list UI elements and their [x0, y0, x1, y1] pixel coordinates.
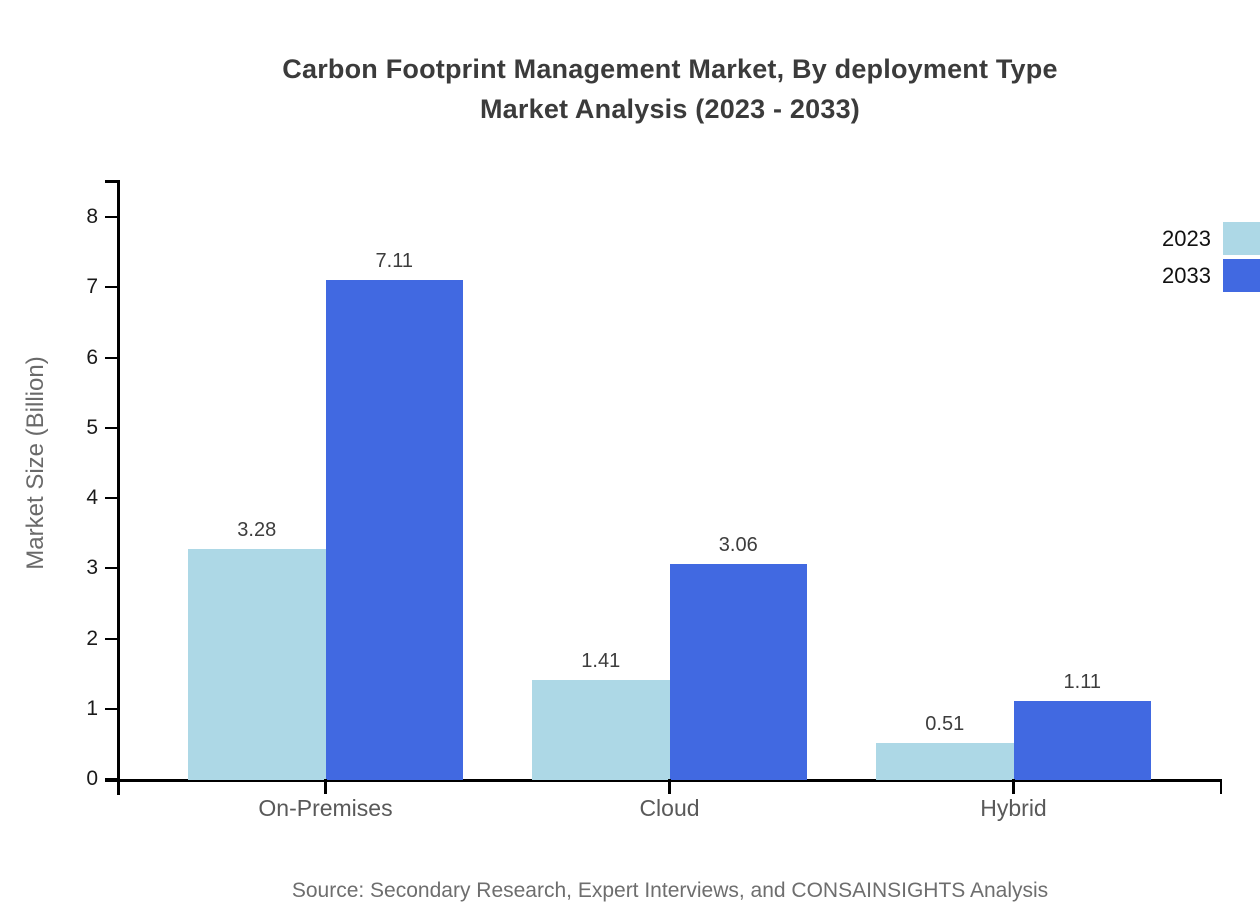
y-axis-line	[117, 180, 120, 795]
y-tick-label: 0	[86, 767, 98, 790]
y-tick-label: 6	[86, 345, 98, 369]
bar-2033-On-Premises	[325, 279, 463, 780]
legend-label-2023: 2023	[1162, 226, 1211, 251]
x-tick	[324, 779, 327, 794]
y-tick	[105, 426, 118, 429]
x-tick	[1012, 779, 1015, 794]
bar-2023-Cloud	[532, 679, 670, 780]
legend-swatch-2033	[1223, 258, 1260, 292]
y-axis-end-tick	[105, 180, 118, 183]
x-axis-line	[105, 779, 1222, 782]
y-tick-label: 7	[86, 275, 98, 299]
bar-2033-Cloud	[669, 564, 807, 780]
y-tick-label: 4	[86, 486, 98, 509]
y-tick-label: 1	[86, 696, 98, 720]
bar-value-label: 3.06	[718, 534, 758, 557]
y-tick	[105, 778, 118, 780]
bar-2023-Hybrid	[876, 743, 1014, 780]
bar-value-label: 3.28	[237, 518, 277, 541]
y-axis-title: Market Size (Billion)	[22, 356, 49, 570]
y-tick	[105, 356, 118, 359]
y-tick	[105, 286, 118, 289]
chart-title: Carbon Footprint Management Market, By d…	[282, 54, 1058, 124]
x-tick	[668, 779, 671, 794]
y-tick	[105, 567, 118, 570]
x-axis-end-tick	[1219, 779, 1222, 794]
y-tick-label: 3	[86, 556, 98, 580]
y-tick-label: 5	[86, 415, 98, 439]
legend-label-2033: 2033	[1162, 262, 1211, 288]
category-label: Hybrid	[980, 795, 1047, 821]
bar-value-label: 0.51	[925, 713, 965, 736]
y-tick-label: 2	[86, 626, 98, 650]
bar-value-label: 1.41	[581, 649, 621, 672]
y-tick	[105, 216, 118, 218]
y-tick-label: 8	[86, 205, 98, 228]
legend-swatch-2023	[1223, 222, 1260, 255]
category-label: On-Premises	[258, 795, 393, 821]
y-tick	[105, 637, 118, 640]
y-tick	[105, 707, 118, 710]
y-tick	[105, 497, 118, 499]
bar-2033-Hybrid	[1013, 701, 1151, 780]
bar-value-label: 7.11	[375, 249, 413, 272]
bar-2023-On-Premises	[188, 548, 326, 780]
source-note: Source: Secondary Research, Expert Inter…	[291, 879, 1049, 902]
category-label: Cloud	[639, 795, 700, 821]
bar-value-label: 1.11	[1063, 671, 1101, 694]
